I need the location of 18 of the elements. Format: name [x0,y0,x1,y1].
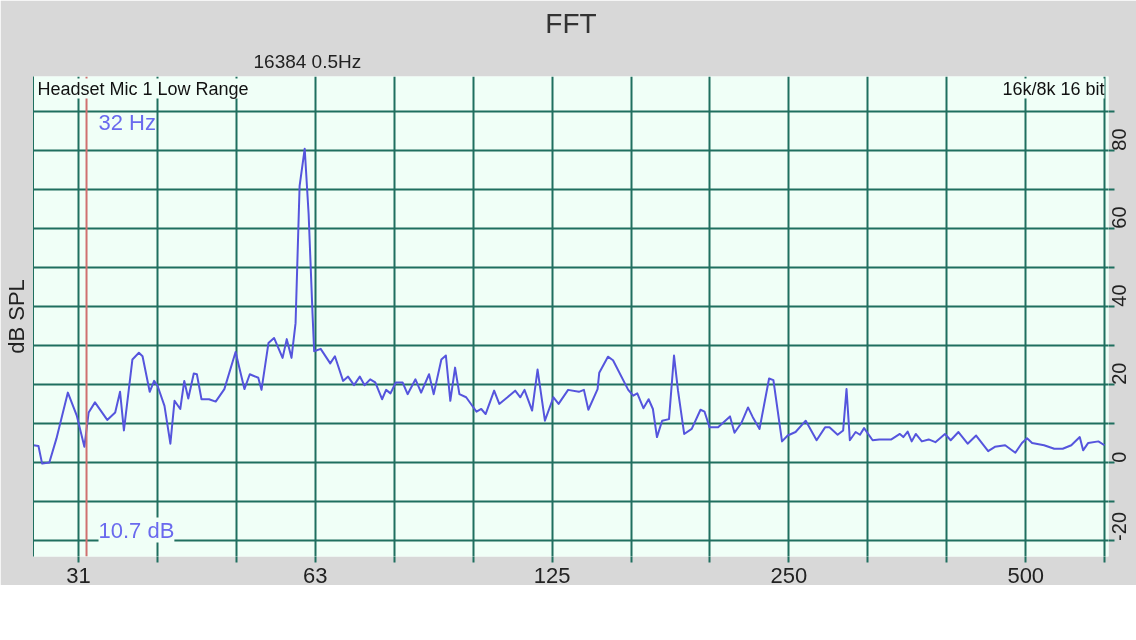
x-tick-label: 63 [303,562,328,588]
annotation: 10.7 dB [98,517,175,543]
y-tick-label: 40 [1108,284,1131,307]
y-tick-label: 0 [1108,451,1131,463]
text: 16384 0.5Hz [253,50,362,72]
annotation: Headset Mic 1 Low Range [37,78,249,99]
x-tick-label: 125 [533,562,571,588]
y-tick-label: 60 [1108,206,1131,229]
x-tick-label: 250 [770,562,808,588]
y-tick-label: -20 [1108,511,1131,541]
y-tick-label: 80 [1108,128,1131,151]
y-axis-title: dB SPL [3,279,29,354]
ref-line-label: 32 Hz [98,109,157,135]
x-tick-label: 500 [1007,562,1045,588]
y-tick-label: 20 [1108,362,1131,385]
annotation: 16k/8k 16 bit [1002,78,1105,99]
x-tick-label: 31 [66,562,91,588]
chart-title: FFT [545,7,597,39]
